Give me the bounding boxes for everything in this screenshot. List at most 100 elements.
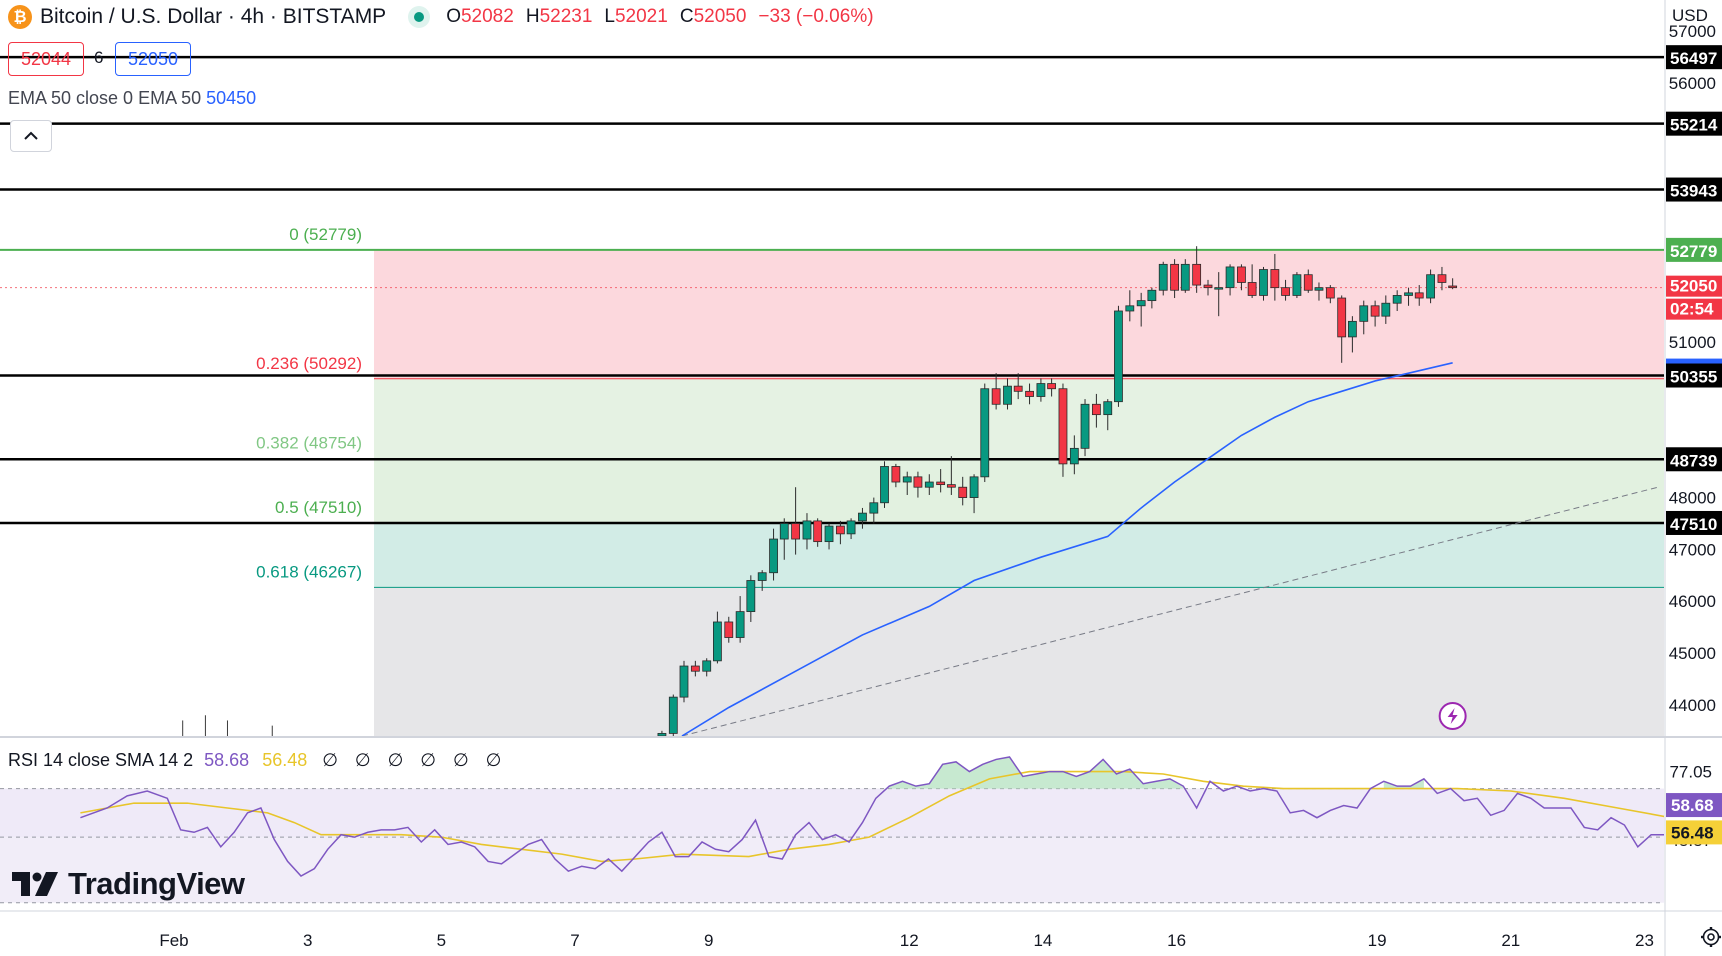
candle-body: [869, 502, 879, 514]
price-badge-value: 47510: [1670, 515, 1717, 534]
price-badge-value: 56497: [1670, 49, 1717, 68]
price-badge-box: [1666, 111, 1722, 136]
ema-50-line: [681, 362, 1453, 736]
rsi-band-upper: [0, 788, 1664, 838]
price-badge-box: [1666, 298, 1722, 320]
candle-body: [924, 481, 934, 488]
candle-body: [858, 512, 867, 522]
fib-level-label: 0.618 (46267): [256, 562, 362, 581]
candle-body: [1025, 390, 1034, 397]
rsi-badge-box: [1666, 820, 1722, 845]
candle-body: [1003, 385, 1012, 405]
brand-name: TradingView: [68, 866, 245, 901]
rsi-badge-value: 58.68: [1671, 796, 1714, 815]
price-axis-tick: 57000: [1669, 22, 1716, 41]
candle-body: [1426, 274, 1435, 299]
price-badge-box: [1666, 363, 1722, 388]
candle-body: [880, 466, 889, 504]
time-axis-label: 14: [1033, 931, 1052, 950]
candle-body: [1281, 287, 1290, 296]
candle-body: [1437, 274, 1447, 283]
time-axis-label: 5: [437, 931, 446, 950]
candle-body: [813, 520, 823, 543]
sell-price-button[interactable]: 52044: [8, 42, 84, 76]
candle-body: [1069, 447, 1079, 465]
price-axis-tick: 47000: [1669, 540, 1716, 559]
candle-body: [713, 621, 722, 662]
candle-body: [1347, 320, 1357, 338]
candle-body: [936, 481, 946, 486]
chevron-up-icon: [24, 131, 38, 140]
fib-level-label: 0.5 (47510): [275, 498, 362, 517]
time-axis-label: 16: [1167, 931, 1186, 950]
rsi-band-lower: [0, 837, 1664, 903]
price-axis-tick: 51000: [1669, 333, 1716, 352]
candle-body: [1370, 305, 1380, 317]
ohlc-close: C52050: [679, 6, 747, 27]
rsi-legend[interactable]: RSI 14 close SMA 14 2 58.68 56.48 ∅ ∅ ∅ …: [8, 750, 507, 771]
candle-body: [1225, 266, 1235, 289]
rsi-sma-line: [80, 770, 1664, 863]
fib-zone: [374, 378, 1664, 459]
candle-body: [1404, 292, 1413, 296]
price-badge-box: [1666, 275, 1722, 297]
market-status-icon[interactable]: [408, 6, 431, 28]
time-axis-label: 23: [1635, 931, 1654, 950]
price-axis-tick: 44000: [1669, 696, 1716, 715]
tradingview-logo-icon: [12, 872, 58, 896]
lightning-glyph: [1447, 708, 1458, 724]
fib-zone: [374, 249, 1664, 379]
candle-body: [1203, 284, 1213, 289]
price-axis-tick: 46000: [1669, 592, 1716, 611]
fib-zone-below: [374, 587, 1664, 736]
ema-legend[interactable]: EMA 50 close 0 EMA 50 50450: [8, 88, 256, 109]
price-badge-value: 52779: [1670, 242, 1717, 261]
time-axis-label: 9: [704, 931, 713, 950]
candle-body: [1147, 289, 1157, 302]
candle-body: [1058, 388, 1068, 465]
buy-price-button[interactable]: 52050: [115, 42, 191, 76]
candle-body: [1392, 295, 1402, 304]
candle-body: [1381, 302, 1391, 317]
tradingview-logo[interactable]: TradingView: [12, 866, 245, 902]
price-axis-tick: 56000: [1669, 74, 1716, 93]
trend-line: [681, 486, 1658, 736]
candle-body: [1047, 383, 1057, 390]
time-axis-label: Feb: [159, 931, 188, 950]
ohlc-high: H52231: [525, 6, 593, 27]
time-axis-label: 12: [900, 931, 919, 950]
candle-body: [991, 388, 1001, 405]
candle-body: [1170, 263, 1179, 291]
symbol-header: ₿ Bitcoin / U.S. Dollar · 4h · BITSTAMP …: [8, 4, 886, 30]
price-badge-box: [1666, 45, 1722, 70]
candle-body: [791, 523, 801, 540]
candle-body: [757, 572, 767, 581]
candle-body: [1091, 403, 1101, 416]
ema-legend-label: EMA 50 close 0 EMA 50: [8, 88, 202, 108]
candle-body: [835, 525, 845, 535]
candle-body: [902, 476, 912, 483]
candle-body: [1080, 403, 1090, 449]
symbol-title[interactable]: Bitcoin / U.S. Dollar · 4h · BITSTAMP: [40, 5, 387, 28]
time-axis-label: 7: [570, 931, 579, 950]
rsi-axis-tick: 77.05: [1669, 762, 1712, 781]
candle-body: [1303, 274, 1313, 291]
candle-body: [1114, 310, 1123, 403]
price-badge-box: [1666, 510, 1722, 535]
ema-legend-value: 50450: [206, 88, 257, 108]
currency-label[interactable]: USD: [1672, 6, 1708, 25]
candle-body: [746, 580, 756, 613]
main-pane: 0 (52779) 0.236 (50292) 0.382 (48754) 0.5 (…: [0, 55, 1664, 736]
collapse-legend-button[interactable]: [10, 120, 52, 152]
price-badge-value: 02:54: [1670, 300, 1714, 319]
candle-body: [846, 520, 856, 535]
candle-body: [1103, 401, 1113, 416]
price-badge-value: 53943: [1670, 182, 1717, 201]
candle-body: [891, 466, 901, 483]
fib-level-label: 0.382 (48754): [256, 433, 362, 452]
bitcoin-icon: ₿: [8, 5, 32, 29]
gear-icon[interactable]: [1700, 926, 1722, 948]
candle-body: [824, 525, 834, 543]
